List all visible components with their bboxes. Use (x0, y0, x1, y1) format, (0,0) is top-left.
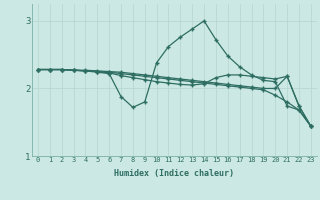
X-axis label: Humidex (Indice chaleur): Humidex (Indice chaleur) (115, 169, 234, 178)
